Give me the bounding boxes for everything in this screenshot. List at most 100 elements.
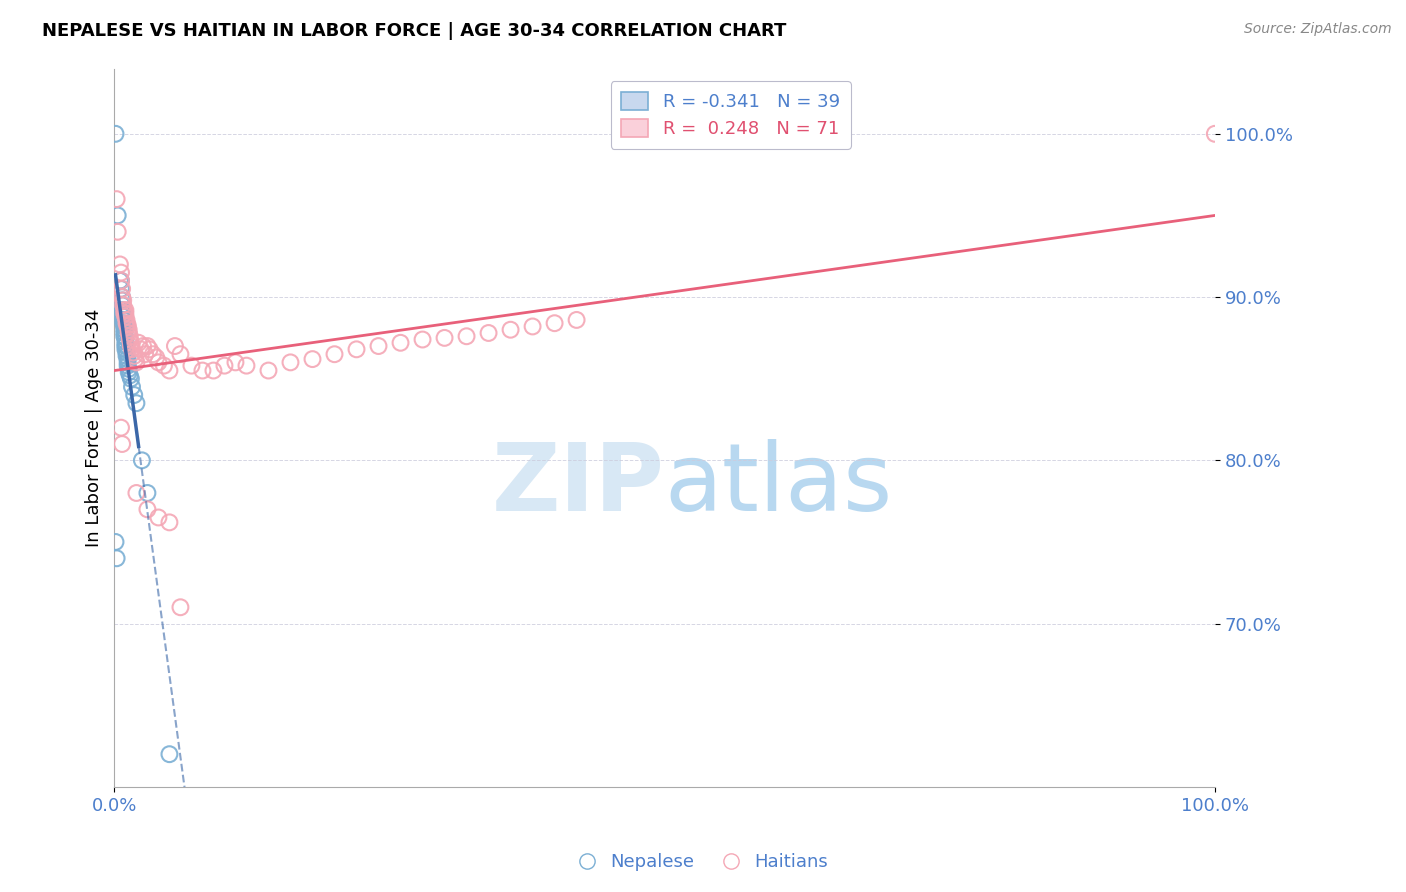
Point — [115, 316, 138, 330]
Y-axis label: In Labor Force | Age 30-34: In Labor Force | Age 30-34 — [86, 309, 103, 547]
Text: Source: ZipAtlas.com: Source: ZipAtlas.com — [1244, 22, 1392, 37]
Point — [112, 329, 135, 343]
Point — [138, 343, 160, 357]
Point — [110, 274, 132, 288]
Point — [112, 306, 135, 320]
Point — [202, 363, 225, 377]
Point — [136, 502, 159, 516]
Point — [169, 347, 191, 361]
Point — [280, 355, 302, 369]
Point — [121, 343, 143, 357]
Point — [257, 363, 280, 377]
Point — [122, 349, 145, 363]
Point — [118, 365, 141, 379]
Point — [107, 225, 129, 239]
Point — [108, 257, 131, 271]
Point — [499, 323, 522, 337]
Point — [112, 310, 135, 324]
Point — [412, 333, 434, 347]
Point — [367, 339, 389, 353]
Point — [104, 535, 127, 549]
Point — [112, 293, 135, 308]
Point — [118, 326, 141, 340]
Point — [124, 352, 146, 367]
Point — [122, 345, 145, 359]
Legend: Nepalese, Haitians: Nepalese, Haitians — [571, 847, 835, 879]
Point — [117, 355, 139, 369]
Point — [159, 747, 181, 762]
Point — [301, 352, 323, 367]
Point — [159, 516, 181, 530]
Point — [477, 326, 499, 340]
Text: atlas: atlas — [665, 439, 893, 531]
Point — [191, 363, 214, 377]
Point — [125, 355, 148, 369]
Point — [114, 337, 136, 351]
Point — [118, 329, 141, 343]
Point — [114, 343, 136, 357]
Point — [115, 313, 138, 327]
Point — [117, 318, 139, 332]
Point — [224, 355, 246, 369]
Point — [112, 323, 135, 337]
Point — [142, 347, 165, 361]
Point — [117, 359, 139, 373]
Point — [112, 303, 135, 318]
Point — [433, 331, 456, 345]
Point — [148, 510, 170, 524]
Point — [111, 293, 134, 308]
Point — [115, 345, 138, 359]
Point — [180, 359, 202, 373]
Point — [128, 335, 150, 350]
Legend: R = -0.341   N = 39, R =  0.248   N = 71: R = -0.341 N = 39, R = 0.248 N = 71 — [610, 81, 851, 149]
Point — [134, 347, 156, 361]
Point — [235, 359, 257, 373]
Point — [153, 359, 176, 373]
Point — [115, 349, 138, 363]
Point — [118, 362, 141, 376]
Point — [114, 331, 136, 345]
Point — [1204, 127, 1226, 141]
Point — [112, 326, 135, 340]
Point — [111, 303, 134, 318]
Point — [114, 334, 136, 348]
Point — [110, 282, 132, 296]
Point — [111, 290, 134, 304]
Point — [129, 343, 152, 357]
Point — [114, 303, 136, 318]
Point — [110, 266, 132, 280]
Point — [112, 316, 135, 330]
Point — [169, 600, 191, 615]
Point — [456, 329, 478, 343]
Point — [118, 323, 141, 337]
Point — [104, 127, 127, 141]
Point — [543, 316, 565, 330]
Point — [111, 437, 134, 451]
Point — [120, 335, 142, 350]
Point — [136, 339, 159, 353]
Point — [148, 355, 170, 369]
Point — [125, 396, 148, 410]
Point — [136, 486, 159, 500]
Point — [121, 380, 143, 394]
Point — [565, 313, 588, 327]
Point — [214, 359, 236, 373]
Point — [105, 192, 128, 206]
Point — [114, 310, 136, 324]
Point — [132, 339, 155, 353]
Point — [105, 551, 128, 566]
Point — [114, 306, 136, 320]
Point — [107, 209, 129, 223]
Point — [131, 453, 153, 467]
Point — [346, 343, 368, 357]
Point — [111, 298, 134, 312]
Point — [122, 388, 145, 402]
Point — [110, 274, 132, 288]
Point — [112, 319, 135, 334]
Point — [389, 335, 412, 350]
Point — [118, 333, 141, 347]
Point — [117, 319, 139, 334]
Point — [114, 339, 136, 353]
Point — [522, 319, 544, 334]
Text: NEPALESE VS HAITIAN IN LABOR FORCE | AGE 30-34 CORRELATION CHART: NEPALESE VS HAITIAN IN LABOR FORCE | AGE… — [42, 22, 786, 40]
